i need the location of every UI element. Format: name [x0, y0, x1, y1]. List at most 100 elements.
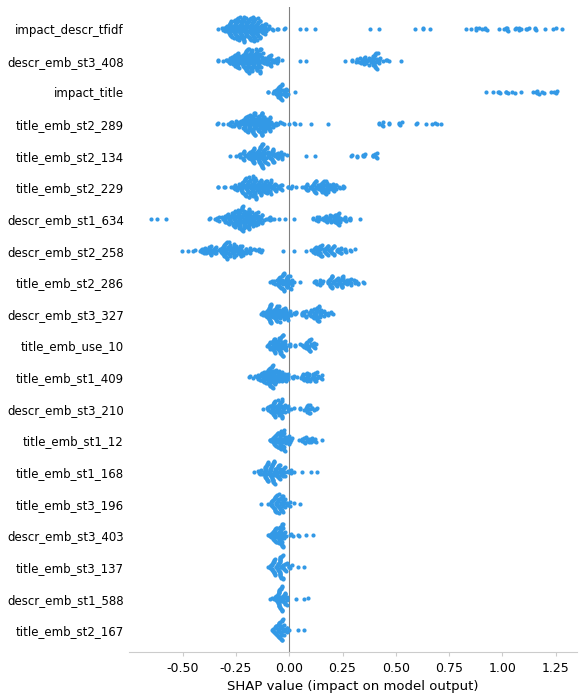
Point [275, 555, 284, 566]
Point [239, 49, 248, 60]
Point [283, 274, 292, 286]
Point [245, 20, 255, 32]
Point [249, 186, 259, 197]
Point [220, 249, 229, 260]
Point [233, 216, 242, 228]
Point [270, 309, 280, 321]
Point [280, 597, 290, 608]
Point [242, 220, 251, 231]
Point [293, 371, 302, 382]
Point [347, 55, 357, 66]
Point [289, 245, 298, 256]
Point [329, 249, 339, 260]
Point [285, 496, 294, 507]
Point [329, 278, 339, 289]
Point [334, 181, 343, 193]
Point [321, 247, 331, 258]
Point [495, 88, 504, 99]
Point [335, 219, 344, 230]
Point [241, 57, 251, 69]
Point [333, 211, 343, 222]
Point [230, 29, 239, 40]
Point [274, 91, 283, 102]
Point [248, 155, 257, 166]
Point [374, 54, 384, 65]
Point [273, 395, 282, 406]
Point [248, 18, 257, 29]
Point [226, 17, 235, 28]
Point [241, 123, 250, 134]
Point [279, 351, 288, 362]
Point [253, 112, 263, 123]
Point [268, 404, 277, 415]
Point [281, 90, 290, 101]
Point [258, 160, 267, 172]
Point [256, 142, 265, 153]
Point [278, 434, 287, 445]
Point [243, 110, 252, 121]
Point [278, 496, 287, 507]
Point [259, 367, 269, 378]
Point [282, 435, 291, 447]
Point [419, 22, 428, 34]
Point [276, 504, 286, 515]
Point [322, 241, 331, 253]
Point [345, 214, 354, 225]
Point [265, 434, 274, 445]
Point [238, 14, 248, 25]
Point [278, 522, 287, 533]
Point [502, 22, 511, 34]
Point [274, 375, 283, 386]
Point [332, 209, 341, 220]
Point [234, 13, 243, 24]
Point [293, 624, 303, 636]
Point [238, 217, 248, 228]
Point [238, 186, 247, 197]
Point [228, 207, 238, 218]
Point [246, 27, 255, 38]
Point [277, 435, 287, 447]
Point [241, 53, 250, 64]
Point [283, 271, 293, 282]
Point [331, 179, 340, 190]
Point [314, 215, 323, 226]
Point [247, 116, 256, 127]
Point [276, 438, 285, 449]
Point [245, 179, 254, 190]
Point [242, 17, 252, 28]
Point [280, 529, 289, 540]
Point [296, 402, 305, 414]
Point [225, 20, 234, 31]
Point [312, 372, 322, 383]
Point [273, 593, 282, 604]
Point [266, 318, 276, 329]
Point [259, 148, 269, 160]
Point [335, 278, 344, 289]
Point [275, 534, 284, 545]
Point [353, 55, 362, 66]
Point [243, 220, 252, 232]
Point [301, 343, 311, 354]
Point [534, 88, 544, 99]
Point [330, 216, 339, 228]
Point [334, 276, 343, 288]
Point [235, 248, 245, 260]
Point [274, 599, 284, 610]
Point [337, 281, 346, 292]
Point [214, 24, 223, 35]
Point [276, 146, 286, 158]
Point [281, 494, 290, 505]
Point [245, 191, 254, 202]
Point [243, 22, 252, 33]
Point [368, 58, 377, 69]
Point [321, 188, 330, 199]
Point [308, 213, 318, 224]
Point [273, 152, 282, 163]
Point [359, 52, 369, 63]
Point [218, 118, 227, 130]
Point [245, 192, 254, 203]
Point [275, 341, 284, 352]
Point [277, 634, 286, 645]
Point [271, 594, 280, 606]
Point [220, 239, 229, 251]
